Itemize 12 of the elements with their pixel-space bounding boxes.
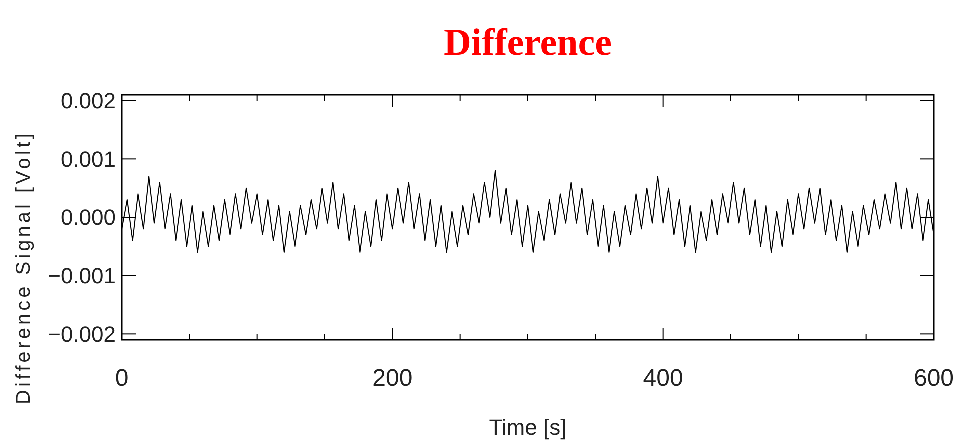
chart-title: Difference	[444, 22, 612, 64]
y-tick-label: 0.001	[60, 146, 116, 172]
y-tick-label: 0.000	[60, 205, 116, 230]
x-tick-label: 200	[372, 365, 413, 392]
y-axis-title: Difference Signal [Volt]	[13, 130, 35, 404]
y-tick-label: −0.001	[48, 264, 116, 289]
x-tick-label: 400	[643, 365, 684, 392]
x-axis-title: Time [s]	[489, 415, 567, 440]
y-tick-label: −0.002	[48, 322, 116, 347]
x-tick-label: 0	[115, 365, 129, 392]
x-tick-label: 600	[914, 365, 954, 392]
y-tick-label: 0.002	[60, 88, 116, 114]
